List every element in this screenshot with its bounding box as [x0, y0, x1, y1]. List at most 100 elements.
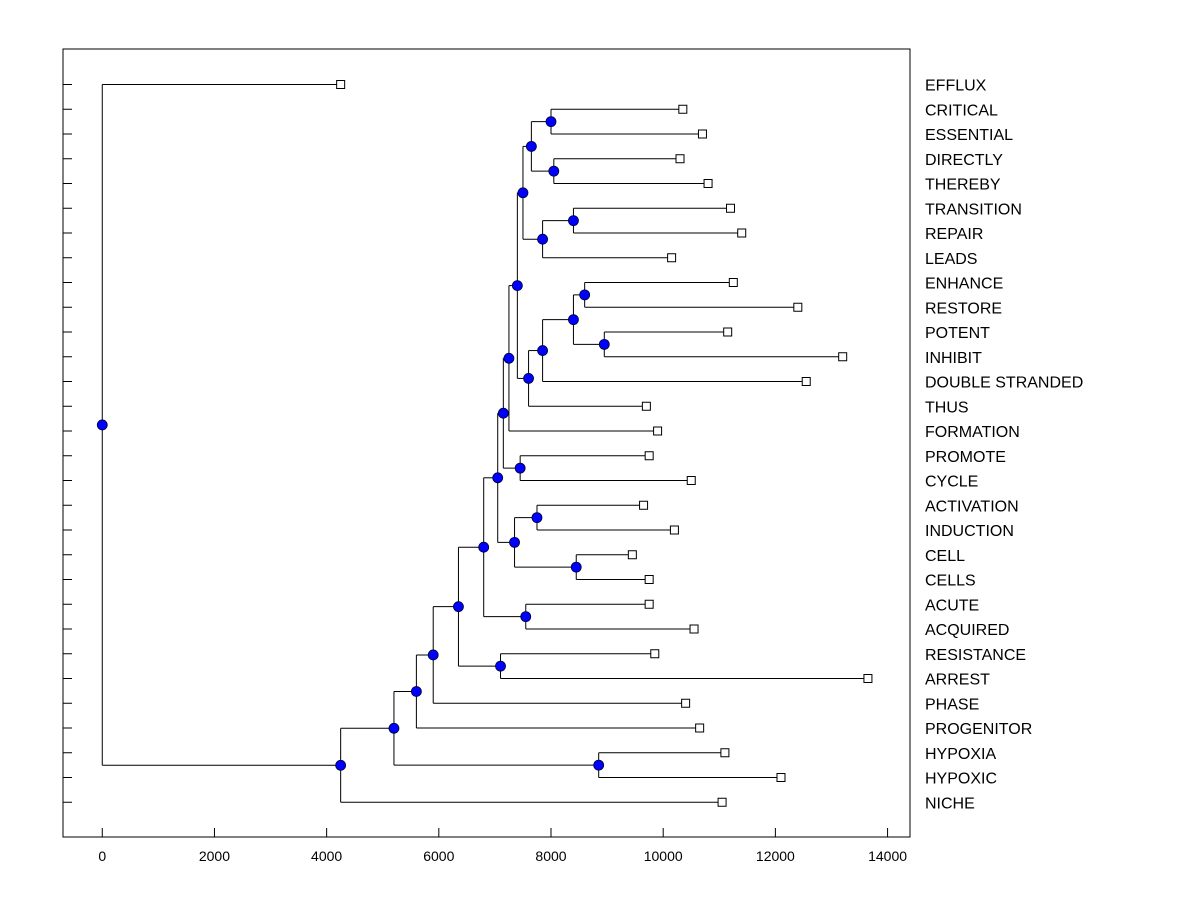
leaf-label: CYCLE — [925, 474, 978, 491]
cluster-node — [509, 536, 520, 548]
cluster-node — [497, 407, 509, 419]
cluster-node — [568, 215, 579, 227]
leaf-marker — [681, 698, 691, 708]
leaf-marker — [723, 327, 733, 337]
leaf-markers — [336, 80, 873, 807]
leaf-label: NICHE — [925, 795, 975, 812]
leaf-label: FORMATION — [925, 424, 1020, 441]
leaf-label: THUS — [925, 399, 969, 416]
cluster-node — [593, 759, 605, 771]
leaf-label: LEADS — [925, 251, 977, 268]
leaf-marker — [653, 426, 663, 436]
leaf-label: RESISTANCE — [925, 647, 1026, 664]
leaf-label: RESTORE — [925, 300, 1002, 317]
cluster-node — [492, 472, 504, 484]
x-tick-label: 12000 — [756, 848, 795, 864]
leaf-label: PROGENITOR — [925, 721, 1032, 738]
leaf-label: ACQUIRED — [925, 622, 1009, 639]
leaf-marker — [644, 599, 654, 609]
leaf-marker — [737, 228, 747, 238]
cluster-node — [537, 345, 548, 356]
leaf-marker — [667, 253, 677, 263]
x-axis-tick-labels: 0 2000 4000 6000 8000 10000 12000 14000 — [98, 848, 907, 864]
leaf-label: ACUTE — [925, 597, 979, 614]
x-tick-label: 14000 — [868, 848, 907, 864]
leaf-label: INHIBIT — [925, 350, 982, 367]
leaf-label: POTENT — [925, 325, 990, 342]
leaf-marker — [695, 723, 705, 733]
leaf-marker — [627, 550, 637, 560]
cluster-node — [579, 289, 591, 301]
leaf-marker — [838, 352, 848, 362]
leaf-marker — [776, 773, 786, 782]
leaf-label: CRITICAL — [925, 102, 998, 119]
leaf-marker — [639, 500, 649, 510]
cluster-node — [427, 649, 439, 661]
leaf-marker — [644, 451, 654, 461]
cluster-node — [523, 373, 534, 384]
leaf-marker — [678, 104, 688, 114]
leaf-label: EFFLUX — [925, 78, 987, 95]
cluster-node — [410, 686, 422, 697]
cluster-node — [503, 352, 515, 364]
leaf-label: ACTIVATION — [925, 498, 1019, 515]
cluster-node — [388, 722, 400, 734]
axis-ticks — [63, 84, 889, 837]
leaf-marker — [669, 525, 679, 535]
leaf-marker — [863, 674, 873, 683]
leaf-marker — [675, 154, 685, 164]
dendrogram-edges — [101, 84, 868, 803]
x-tick-label: 8000 — [535, 848, 566, 864]
cluster-node — [537, 233, 548, 245]
cluster-node — [545, 116, 557, 128]
leaf-marker — [793, 302, 803, 312]
leaf-label: ARREST — [925, 672, 990, 689]
leaf-label: HYPOXIA — [925, 746, 996, 763]
leaf-label: DIRECTLY — [925, 152, 1003, 169]
cluster-node — [570, 561, 582, 573]
cluster-node — [514, 462, 526, 474]
x-tick-label: 4000 — [311, 848, 342, 864]
cluster-node — [598, 338, 610, 350]
leaf-marker — [728, 278, 738, 287]
leaf-label: HYPOXIC — [925, 771, 997, 788]
leaf-label: REPAIR — [925, 226, 983, 243]
cluster-node — [531, 512, 543, 524]
leaf-label: DOUBLE STRANDED — [925, 375, 1083, 392]
leaf-label: CELL — [925, 548, 965, 565]
leaf-label: THEREBY — [925, 177, 1001, 194]
leaf-label: CELLS — [925, 573, 976, 590]
leaf-marker — [801, 377, 811, 386]
x-tick-label: 0 — [98, 848, 106, 864]
leaf-label: PROMOTE — [925, 449, 1006, 466]
leaf-label: PHASE — [925, 696, 979, 713]
x-tick-label: 10000 — [644, 848, 683, 864]
leaf-label: TRANSITION — [925, 201, 1022, 218]
node-markers — [96, 116, 610, 771]
leaf-marker — [703, 179, 713, 188]
leaf-label: INDUCTION — [925, 523, 1014, 540]
cluster-node — [525, 140, 537, 152]
cluster-node — [517, 187, 529, 199]
leaf-labels: EFFLUX CRITICAL ESSENTIAL DIRECTLY THEREBY TR… — [925, 78, 1083, 813]
leaf-marker — [689, 624, 699, 634]
cluster-node — [335, 759, 347, 771]
leaf-marker — [650, 649, 660, 659]
leaf-marker — [686, 476, 696, 485]
leaf-marker — [697, 129, 707, 139]
cluster-node — [478, 541, 490, 553]
plot-frame — [62, 48, 911, 838]
leaf-marker — [720, 748, 730, 758]
leaf-marker — [336, 80, 346, 89]
leaf-marker — [644, 575, 654, 584]
x-tick-label: 6000 — [423, 848, 454, 864]
leaf-marker — [717, 797, 727, 807]
leaf-marker — [641, 401, 651, 411]
leaf-marker — [726, 203, 736, 213]
x-tick-label: 2000 — [199, 848, 230, 864]
cluster-node — [511, 280, 523, 291]
cluster-node — [495, 660, 506, 672]
cluster-node — [96, 419, 108, 431]
leaf-label: ESSENTIAL — [925, 127, 1013, 144]
